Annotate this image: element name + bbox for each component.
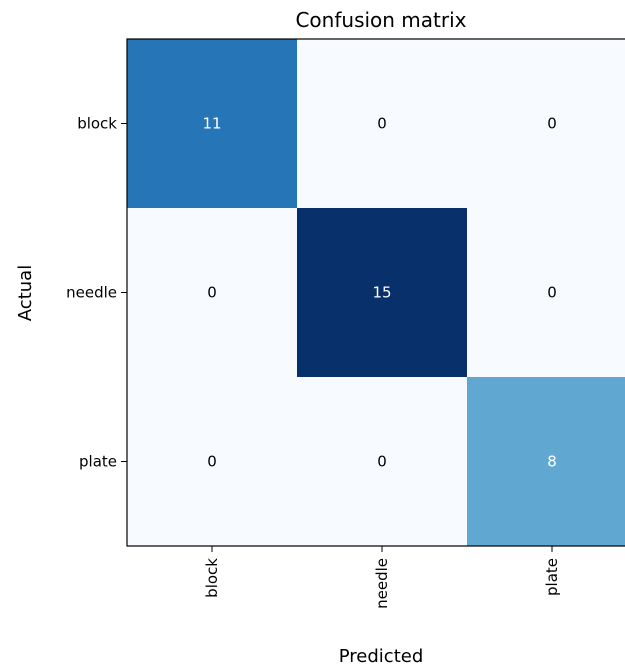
y-axis-label: Actual bbox=[15, 265, 36, 321]
x-axis-ticks: block needle plate bbox=[203, 546, 561, 609]
heatmap-cell bbox=[467, 377, 625, 546]
heatmap-cell bbox=[127, 377, 297, 546]
cell-value-label: 0 bbox=[207, 453, 217, 471]
cell-value-label: 0 bbox=[377, 115, 387, 133]
heatmap-cell bbox=[127, 39, 297, 208]
heatmap-cell bbox=[297, 208, 467, 377]
heatmap-cell bbox=[297, 39, 467, 208]
cell-value-label: 0 bbox=[207, 284, 217, 302]
x-tick-label: block bbox=[203, 558, 221, 598]
heatmap-cell bbox=[297, 377, 467, 546]
x-axis-label: Predicted bbox=[339, 646, 424, 664]
x-tick-label: needle bbox=[373, 558, 391, 609]
y-tick-label: needle bbox=[66, 284, 117, 302]
y-axis-ticks: block needle plate bbox=[66, 115, 127, 471]
cell-value-label: 8 bbox=[547, 453, 557, 471]
cell-value-label: 11 bbox=[202, 115, 221, 133]
chart-title: Confusion matrix bbox=[295, 8, 466, 32]
cell-value-label: 0 bbox=[377, 453, 387, 471]
heatmap-cell bbox=[127, 208, 297, 377]
heatmap-cell bbox=[467, 208, 625, 377]
cell-value-label: 0 bbox=[547, 115, 557, 133]
x-tick-label: plate bbox=[543, 558, 561, 596]
cell-value-label: 15 bbox=[372, 284, 391, 302]
heatmap-cell bbox=[467, 39, 625, 208]
y-tick-label: plate bbox=[79, 453, 117, 471]
cell-value-labels: 11 0 0 0 15 0 0 0 8 bbox=[202, 115, 556, 471]
heatmap-cells bbox=[127, 39, 625, 546]
y-tick-label: block bbox=[77, 115, 117, 133]
cell-value-label: 0 bbox=[547, 284, 557, 302]
